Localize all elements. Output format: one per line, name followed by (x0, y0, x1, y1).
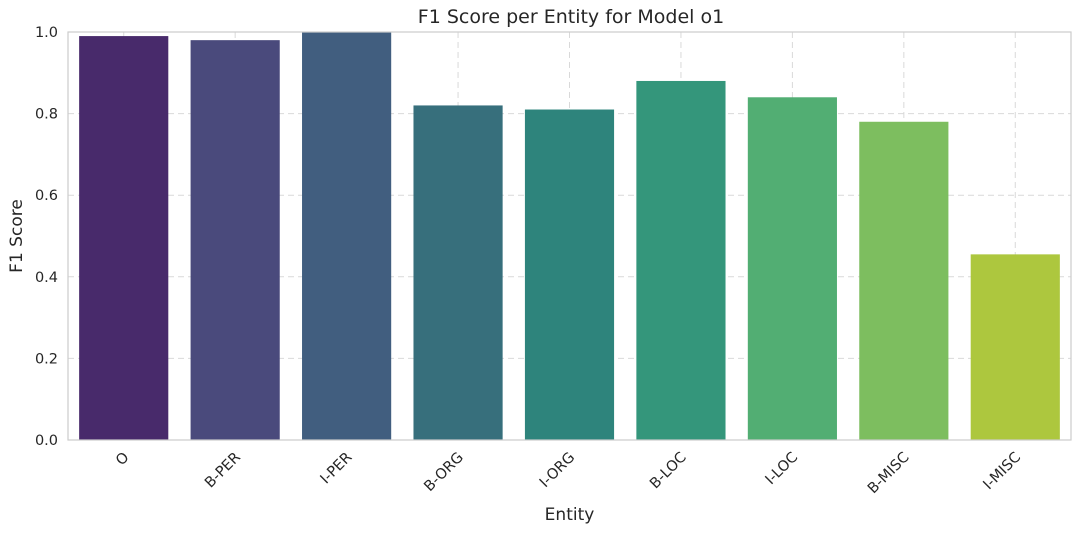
bar-i-per (302, 32, 392, 440)
bar-b-org (413, 105, 503, 440)
y-tick-label: 0.6 (35, 188, 58, 204)
x-axis-label: Entity (545, 505, 595, 525)
y-tick-label: 1.0 (35, 25, 58, 41)
x-tick-label: B-ORG (421, 450, 466, 495)
y-tick-label: 0.2 (35, 351, 58, 367)
y-tick-label: 0.8 (35, 107, 58, 123)
x-tick-label: B-PER (202, 450, 244, 492)
x-tick-label: I-LOC (763, 450, 802, 489)
bar-b-misc (859, 121, 949, 440)
y-axis-label: F1 Score (7, 199, 27, 273)
y-axis-ticks: 0.0 0.2 0.4 0.6 0.8 1.0 (35, 25, 58, 449)
bar-i-loc (747, 97, 837, 440)
bars (79, 32, 1060, 441)
x-tick-label: B-LOC (647, 450, 690, 493)
bar-b-loc (636, 80, 726, 441)
x-tick-label: B-MISC (865, 450, 913, 498)
chart-title: F1 Score per Entity for Model o1 (418, 6, 724, 28)
bar-i-org (524, 109, 615, 441)
plot-frame (67, 31, 1072, 441)
bar-i-misc (970, 254, 1060, 440)
y-tick-label: 0.4 (35, 270, 58, 286)
x-tick-label: I-ORG (537, 450, 578, 491)
x-tick-label: I-PER (318, 450, 356, 488)
x-tick-label: I-MISC (981, 450, 1025, 494)
y-tick-label: 0.0 (35, 433, 58, 449)
bar-b-per (190, 40, 280, 440)
x-axis-ticks: O B-PER I-PER B-ORG I-ORG B-LOC I-LOC B-MISC I-M… (113, 450, 1024, 498)
x-tick-label: O (113, 450, 132, 469)
bar-o (79, 36, 169, 441)
